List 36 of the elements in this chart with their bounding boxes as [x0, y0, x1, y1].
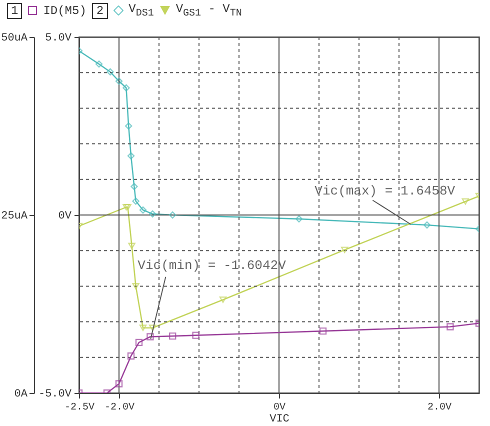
point: [115, 78, 123, 85]
y2-tick-label: -5.0V: [38, 388, 72, 400]
point: [149, 210, 156, 218]
point: [127, 152, 135, 160]
text: 1: [7, 2, 22, 19]
legend-label: ID(M5): [43, 4, 86, 18]
point: [95, 60, 103, 68]
point: [423, 221, 431, 229]
point: [132, 198, 140, 205]
legend-label: V$_{GS1}$ - V$_{TN}$: [176, 2, 242, 20]
point: [106, 68, 114, 76]
x-tick-label: -2.5V: [64, 402, 95, 414]
x-tick-label: 0V: [273, 402, 286, 414]
y2-tick-label: 0V: [58, 210, 72, 222]
x-tick-label: 2.0V: [427, 402, 452, 414]
point: [128, 242, 136, 250]
point: [122, 84, 130, 92]
point: [295, 215, 303, 223]
point: [139, 206, 147, 214]
point: [130, 182, 138, 190]
point: [169, 211, 176, 219]
x-tick-label: -2.0V: [104, 402, 135, 414]
point: [341, 246, 348, 254]
point: [219, 296, 227, 303]
point: [462, 198, 469, 205]
point: [125, 122, 132, 130]
y-tick-label: 25uA: [1, 210, 28, 222]
point: [139, 324, 147, 332]
x-axis-title: VIC: [270, 414, 290, 426]
point: [132, 283, 140, 290]
text: 2: [92, 2, 108, 19]
y-tick-label: 0A: [14, 388, 28, 400]
legend-label: V$_{DS1}$: [128, 2, 154, 20]
y-tick-label: 50uA: [1, 32, 28, 44]
point: [149, 324, 156, 332]
y2-tick-label: 5.0V: [45, 32, 72, 44]
